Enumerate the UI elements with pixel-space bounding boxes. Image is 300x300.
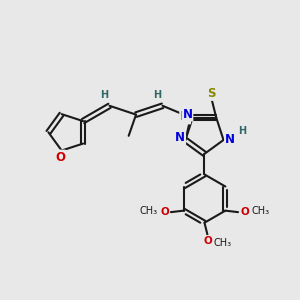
Text: CH₃: CH₃ — [252, 206, 270, 216]
Text: N: N — [182, 108, 192, 121]
Text: O: O — [160, 207, 169, 217]
Text: CH₃: CH₃ — [139, 206, 157, 216]
Text: N: N — [180, 110, 190, 124]
Text: H: H — [238, 126, 246, 136]
Text: N: N — [175, 131, 185, 144]
Text: H: H — [153, 90, 161, 100]
Text: O: O — [203, 236, 212, 246]
Text: O: O — [240, 207, 249, 217]
Text: S: S — [207, 87, 215, 100]
Text: CH₃: CH₃ — [214, 238, 232, 248]
Text: H: H — [100, 90, 108, 100]
Text: N: N — [225, 133, 235, 146]
Text: O: O — [55, 151, 65, 164]
